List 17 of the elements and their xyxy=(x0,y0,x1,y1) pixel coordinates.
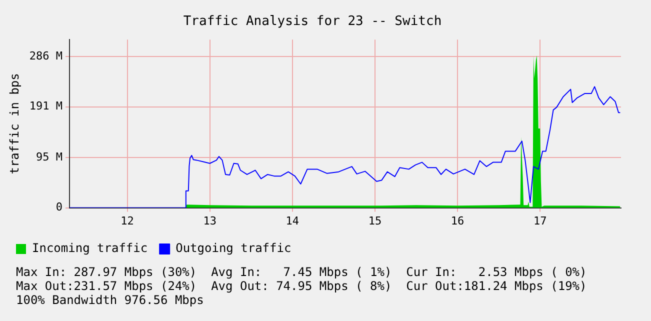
x-tick-label: 17 xyxy=(533,214,547,228)
x-tick-label: 13 xyxy=(203,214,216,228)
chart-title: Traffic Analysis for 23 -- Switch xyxy=(183,14,442,30)
x-tick-label: 12 xyxy=(120,214,134,228)
x-tick-label: 15 xyxy=(368,214,382,228)
legend-label: Incoming traffic xyxy=(32,241,148,256)
text: Max Out:231.57 Mbps (24%) Avg Out: 74.95 Mbps ( 8%) Cur Out:181.24 Mbps (19%) xyxy=(16,279,587,293)
y-tick-label: 95 M xyxy=(36,150,63,164)
y-tick-label: 191 M xyxy=(29,100,63,113)
y-tick-label: 0 xyxy=(56,200,63,214)
x-tick-label: 16 xyxy=(450,214,464,228)
legend-label: Outgoing traffic xyxy=(176,241,292,256)
y-axis-title: traffic in bps xyxy=(7,73,22,174)
y-tick-label: 286 M xyxy=(29,49,63,62)
x-tick-label: 14 xyxy=(286,214,300,228)
text: 100% Bandwidth 976.56 Mbps xyxy=(16,293,205,307)
text: Max In: 287.97 Mbps (30%) Avg In: 7.45 Mbps ( 1%) Cur In: 2.53 Mbps ( 0%) xyxy=(16,265,587,279)
